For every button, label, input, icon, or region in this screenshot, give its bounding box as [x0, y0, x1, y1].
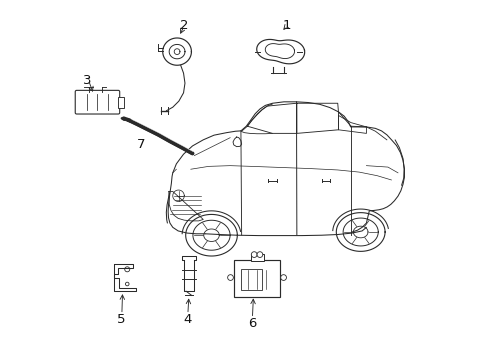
- Text: 6: 6: [248, 317, 256, 330]
- FancyBboxPatch shape: [233, 260, 280, 297]
- Circle shape: [280, 275, 286, 280]
- Bar: [241, 269, 262, 290]
- Text: 2: 2: [180, 19, 188, 32]
- Text: 7: 7: [137, 138, 145, 150]
- Circle shape: [125, 282, 129, 286]
- Circle shape: [227, 275, 233, 280]
- Text: 4: 4: [183, 312, 192, 326]
- Circle shape: [257, 252, 262, 257]
- Circle shape: [251, 252, 257, 257]
- Bar: [118, 97, 124, 108]
- Text: 3: 3: [83, 74, 91, 87]
- Text: 1: 1: [282, 19, 290, 32]
- Text: 5: 5: [116, 312, 125, 326]
- Bar: [250, 253, 263, 261]
- FancyBboxPatch shape: [75, 90, 120, 114]
- Circle shape: [124, 267, 129, 272]
